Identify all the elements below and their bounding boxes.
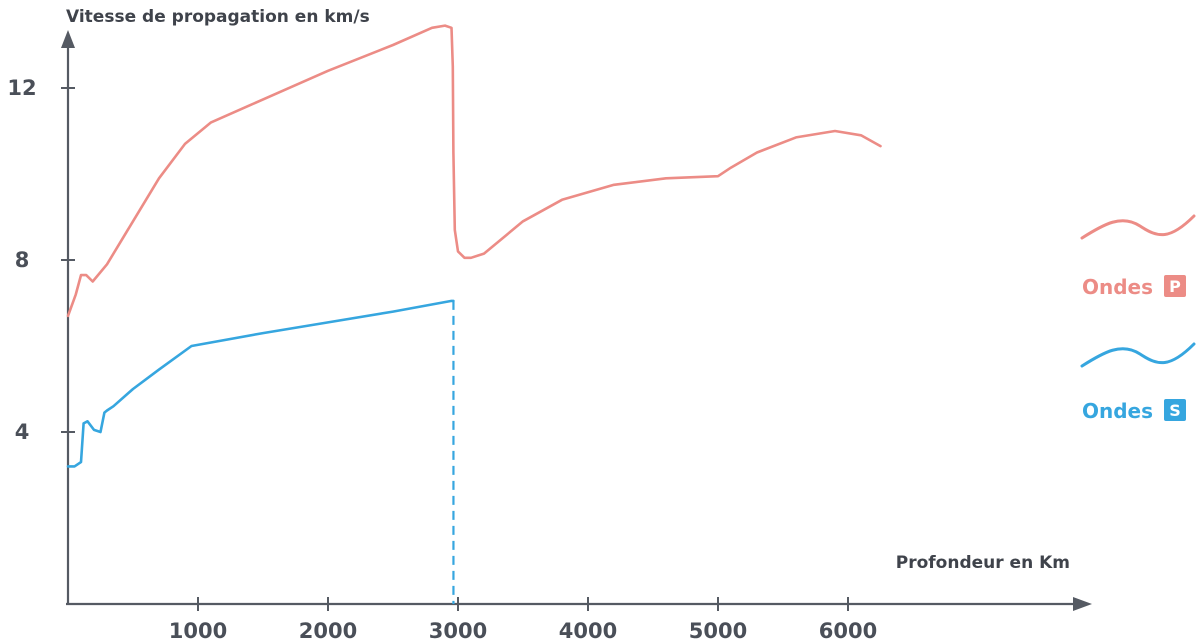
series-line-ondes-s [66,299,455,468]
legend-label-ondes-p: Ondes [1082,275,1153,299]
y-tick-label-8: 8 [15,248,30,272]
x-ticks: 1000 2000 3000 4000 5000 6000 [169,597,877,643]
x-tick-label-2000: 2000 [299,619,357,643]
series-layer [66,24,882,604]
y-axis-arrow [61,30,75,48]
legend-sample-ondes-p [1080,214,1196,240]
legend-badge-ondes-p [1164,275,1186,297]
x-axis-arrow [1073,597,1092,611]
legend-sample-ondes-s [1080,342,1196,368]
x-tick-label-5000: 5000 [689,619,747,643]
x-tick-label-6000: 6000 [819,619,877,643]
series-line-ondes-p [66,24,882,318]
legend-label-ondes-s: Ondes [1082,399,1153,423]
x-tick-label-4000: 4000 [559,619,617,643]
legend-badge-text-ondes-s: S [1169,401,1181,420]
x-tick-label-3000: 3000 [429,619,487,643]
y-tick-label-4: 4 [15,420,30,444]
y-tick-label-12: 12 [7,76,36,100]
y-axis-title: Vitesse de propagation en km/s [66,7,370,27]
legend-badge-text-ondes-p: P [1169,277,1181,296]
axes [61,30,1092,611]
legend-badge-ondes-s [1164,399,1186,421]
y-ticks: 4 8 12 [7,76,75,444]
legend: Ondes P Ondes S [1080,214,1196,423]
x-tick-label-1000: 1000 [169,619,227,643]
x-axis-title: Profondeur en Km [896,553,1070,573]
